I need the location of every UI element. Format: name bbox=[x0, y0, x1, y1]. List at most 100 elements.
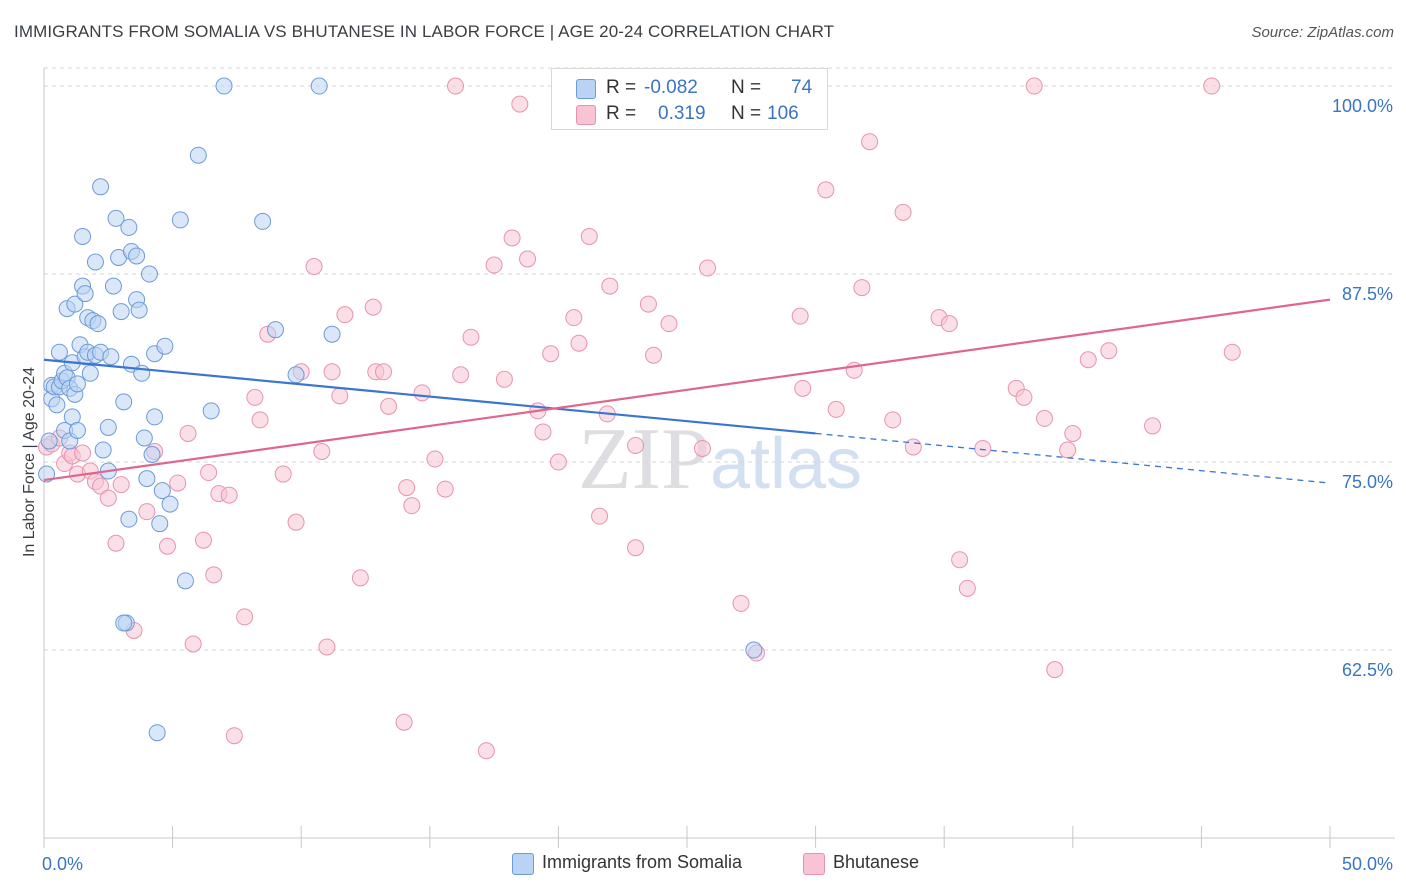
bhutanese-swatch bbox=[576, 105, 596, 125]
bhutanese-point bbox=[732, 594, 750, 612]
bhutanese-point bbox=[940, 315, 958, 333]
bhutanese-point bbox=[894, 203, 912, 221]
bhutanese-point bbox=[179, 424, 197, 442]
bhutanese-point bbox=[511, 95, 529, 113]
bhutanese-point bbox=[1203, 77, 1221, 95]
bhutanese-point bbox=[958, 579, 976, 597]
bhutanese-swatch bbox=[803, 853, 825, 875]
bhutanese-point bbox=[331, 387, 349, 405]
bhutanese-point bbox=[974, 439, 992, 457]
somalia-swatch bbox=[576, 79, 596, 99]
bhutanese-point bbox=[447, 77, 465, 95]
bhutanese-point bbox=[99, 489, 117, 507]
source-credit: Source: ZipAtlas.com bbox=[1251, 24, 1394, 41]
bhutanese-point bbox=[398, 479, 416, 497]
somalia-point bbox=[138, 470, 156, 488]
bhutanese-point bbox=[580, 227, 598, 245]
bhutanese-point bbox=[853, 279, 871, 297]
bhutanese-point bbox=[601, 277, 619, 295]
bhutanese-n-value: 106 bbox=[767, 103, 799, 124]
bhutanese-point bbox=[477, 742, 495, 760]
somalia-point bbox=[128, 247, 146, 265]
legend-r-label: R = bbox=[606, 77, 637, 98]
bhutanese-point bbox=[364, 298, 382, 316]
bhutanese-point bbox=[794, 379, 812, 397]
somalia-point bbox=[135, 429, 153, 447]
somalia-point bbox=[76, 285, 94, 303]
somalia-point bbox=[68, 421, 86, 439]
bhutanese-point bbox=[200, 464, 218, 482]
somalia-point bbox=[140, 265, 158, 283]
somalia-point bbox=[215, 77, 233, 95]
bhutanese-point bbox=[251, 411, 269, 429]
somalia-point bbox=[92, 178, 110, 196]
bhutanese-point bbox=[436, 480, 454, 498]
bhutanese-point bbox=[1223, 343, 1241, 361]
bhutanese-point bbox=[1144, 417, 1162, 435]
bhutanese-point bbox=[246, 388, 264, 406]
somalia-n-value: 74 bbox=[791, 77, 813, 98]
bhutanese-point bbox=[791, 307, 809, 325]
somalia-point bbox=[176, 572, 194, 590]
bhutanese-point bbox=[318, 638, 336, 656]
y-tick-label: 100.0% bbox=[1332, 96, 1393, 116]
somalia-point bbox=[112, 303, 130, 321]
y-tick-label: 87.5% bbox=[1342, 284, 1393, 304]
bhutanese-point bbox=[184, 635, 202, 653]
bhutanese-point bbox=[884, 411, 902, 429]
bhutanese-point bbox=[627, 436, 645, 454]
bhutanese-point bbox=[395, 713, 413, 731]
bhutanese-legend-label: Bhutanese bbox=[833, 852, 920, 872]
somalia-point bbox=[148, 724, 166, 742]
x-tick-label: 50.0% bbox=[1342, 854, 1393, 874]
correlation-legend: R = -0.082 N = 74 R = 0.319 N = 106 bbox=[551, 68, 828, 130]
bhutanese-point bbox=[107, 534, 125, 552]
somalia-point bbox=[94, 441, 112, 459]
bhutanese-r-value: 0.319 bbox=[658, 103, 706, 124]
somalia-point bbox=[102, 348, 120, 366]
bhutanese-point bbox=[699, 259, 717, 277]
bhutanese-point bbox=[534, 423, 552, 441]
somalia-point bbox=[153, 482, 171, 500]
watermark: ZIPatlas bbox=[578, 411, 862, 508]
bhutanese-point bbox=[138, 503, 156, 521]
bhutanese-point bbox=[380, 397, 398, 415]
somalia-point bbox=[171, 211, 189, 229]
bhutanese-point bbox=[542, 345, 560, 363]
bhutanese-point bbox=[639, 295, 657, 313]
bhutanese-point bbox=[194, 531, 212, 549]
bhutanese-point bbox=[351, 569, 369, 587]
somalia-point bbox=[202, 402, 220, 420]
bhutanese-point bbox=[336, 306, 354, 324]
bhutanese-point bbox=[1100, 342, 1118, 360]
bhutanese-point bbox=[225, 727, 243, 745]
bhutanese-point bbox=[403, 497, 421, 515]
somalia-point bbox=[48, 396, 66, 414]
bhutanese-trendline bbox=[43, 298, 1331, 482]
somalia-point bbox=[86, 253, 104, 271]
somalia-point bbox=[266, 321, 284, 339]
bhutanese-point bbox=[827, 400, 845, 418]
bhutanese-point bbox=[951, 551, 969, 569]
somalia-point bbox=[115, 393, 133, 411]
somalia-point bbox=[310, 77, 328, 95]
bhutanese-point bbox=[158, 537, 176, 555]
somalia-swatch bbox=[512, 853, 534, 875]
bhutanese-point bbox=[426, 450, 444, 468]
bhutanese-point bbox=[1036, 409, 1054, 427]
bhutanese-point bbox=[169, 474, 187, 492]
bhutanese-point bbox=[519, 250, 537, 268]
somalia-point bbox=[74, 227, 92, 245]
bhutanese-point bbox=[92, 477, 110, 495]
somalia-trendline-extension bbox=[815, 432, 1331, 484]
somalia-point bbox=[115, 614, 133, 632]
bhutanese-point bbox=[205, 566, 223, 584]
somalia-point bbox=[130, 301, 148, 319]
somalia-point bbox=[81, 364, 99, 382]
somalia-point bbox=[107, 209, 125, 227]
bhutanese-point bbox=[627, 539, 645, 557]
y-tick-label: 75.0% bbox=[1342, 472, 1393, 492]
somalia-point bbox=[189, 146, 207, 164]
bhutanese-point bbox=[287, 513, 305, 531]
